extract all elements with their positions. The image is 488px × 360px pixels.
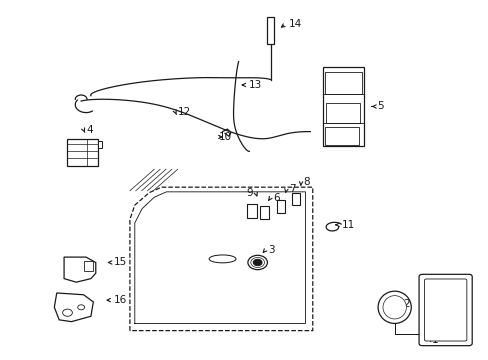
FancyBboxPatch shape bbox=[418, 274, 471, 346]
Ellipse shape bbox=[382, 296, 406, 319]
Circle shape bbox=[247, 255, 267, 270]
Circle shape bbox=[253, 259, 262, 266]
Circle shape bbox=[78, 305, 84, 310]
Text: 10: 10 bbox=[219, 132, 232, 142]
FancyBboxPatch shape bbox=[260, 206, 268, 219]
Text: 3: 3 bbox=[267, 245, 274, 255]
Text: 9: 9 bbox=[246, 188, 253, 198]
FancyBboxPatch shape bbox=[291, 193, 299, 205]
Text: 14: 14 bbox=[288, 19, 301, 29]
Text: 1: 1 bbox=[431, 334, 438, 345]
Circle shape bbox=[62, 309, 72, 316]
Text: 7: 7 bbox=[288, 184, 295, 194]
FancyBboxPatch shape bbox=[246, 204, 256, 218]
FancyBboxPatch shape bbox=[322, 67, 363, 146]
Text: 5: 5 bbox=[376, 102, 383, 112]
Polygon shape bbox=[64, 257, 96, 282]
Bar bbox=[267, 17, 273, 44]
FancyBboxPatch shape bbox=[424, 279, 466, 341]
Bar bbox=[325, 72, 361, 94]
Text: 4: 4 bbox=[86, 125, 92, 135]
Bar bbox=[326, 103, 359, 123]
Ellipse shape bbox=[209, 255, 236, 263]
Bar bbox=[325, 127, 358, 145]
Ellipse shape bbox=[377, 291, 410, 323]
Text: 6: 6 bbox=[272, 193, 279, 203]
Bar bbox=[83, 261, 93, 271]
Polygon shape bbox=[54, 293, 93, 321]
Text: 8: 8 bbox=[303, 177, 309, 187]
Text: 13: 13 bbox=[248, 80, 261, 90]
Bar bbox=[66, 139, 98, 166]
Text: 16: 16 bbox=[114, 295, 127, 305]
Bar bbox=[98, 141, 102, 148]
Circle shape bbox=[250, 257, 264, 267]
Text: 2: 2 bbox=[402, 299, 409, 309]
Text: 15: 15 bbox=[114, 257, 127, 267]
Text: 11: 11 bbox=[341, 220, 355, 230]
FancyBboxPatch shape bbox=[277, 201, 285, 213]
Text: 12: 12 bbox=[177, 107, 190, 117]
